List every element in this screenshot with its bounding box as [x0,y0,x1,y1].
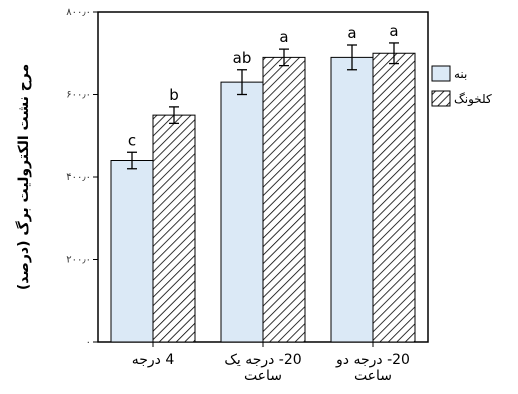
x-category-label: 4 درجه [132,352,175,368]
y-tick-label: ۸۰۰٫۰ [66,7,91,18]
bar-series-1-cat-2 [220,81,264,343]
legend: بنه کلخونگ [431,65,492,107]
y-tick-label: ۰ [86,337,91,348]
x-category-label: 20- درجه دو [335,352,410,368]
x-category-label: ساعت [354,368,392,384]
legend-label-series-1: بنه [454,67,467,81]
significance-letter: b [169,86,179,104]
significance-letter: a [389,22,398,40]
bar-series-1-cat-3 [330,56,374,343]
y-axis: ۰ ۲۰۰٫۰ ۴۰۰٫۰ ۶۰۰٫۰ ۸۰۰٫۰ [66,7,98,348]
x-category-label: ساعت [244,368,282,384]
legend-swatch-series-1 [431,65,451,82]
bar-series-2-cat-1 [152,114,196,343]
bar-series-1-cat-1 [110,160,154,343]
legend-label-series-2: کلخونگ [454,92,492,107]
legend-swatch-series-2 [431,90,451,107]
bar-series-2-cat-2 [262,56,306,343]
bars-group: c b ab a a a [110,22,416,343]
y-tick-label: ۲۰۰٫۰ [66,255,91,266]
bar-series-2-cat-3 [372,52,416,343]
y-tick-label: ۴۰۰٫۰ [66,172,91,183]
x-category-label: 20- درجه یک [224,352,301,368]
significance-letter: a [347,24,356,42]
significance-letter: a [279,28,288,46]
y-axis-label: مرح نشت الکترولیت برگ (درصد) [15,64,32,290]
significance-letter: c [128,131,136,149]
y-tick-label: ۶۰۰٫۰ [66,90,91,101]
significance-letter: ab [233,49,252,67]
